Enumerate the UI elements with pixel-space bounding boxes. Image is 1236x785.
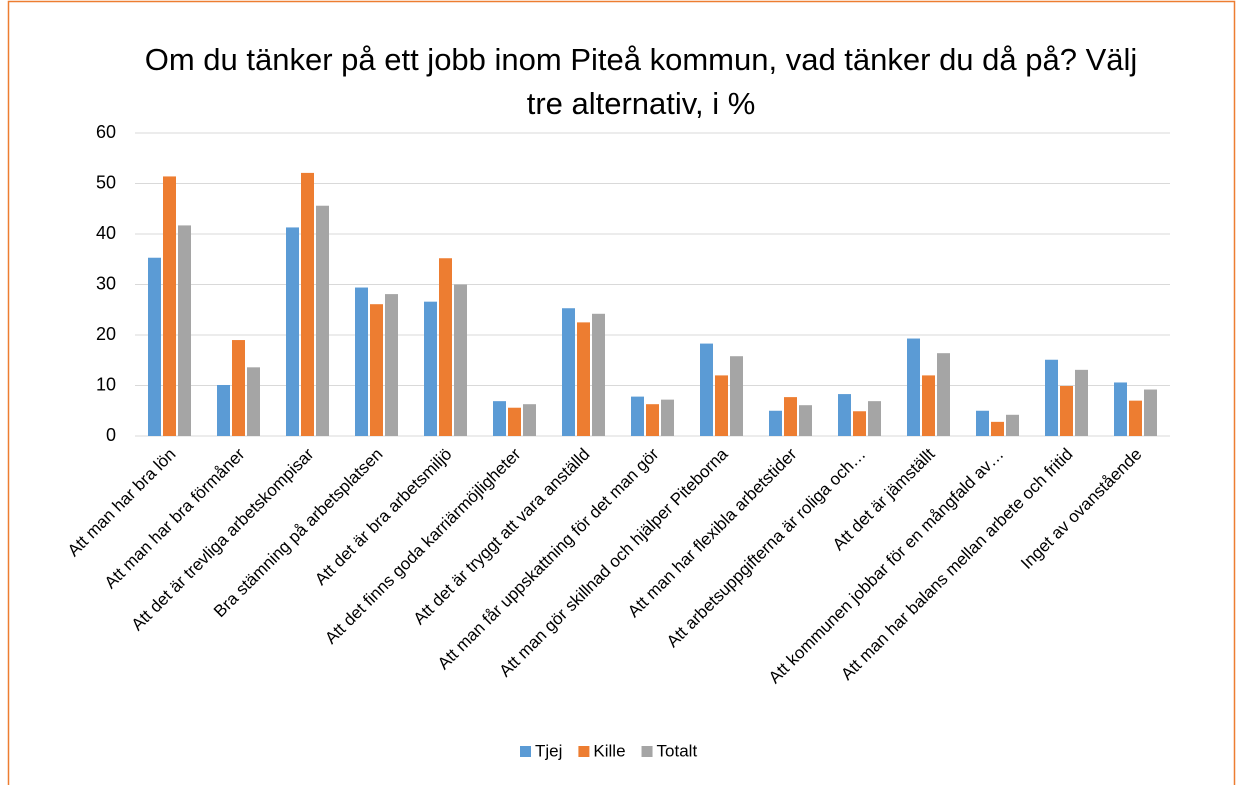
bar (838, 394, 851, 436)
bar (217, 384, 230, 436)
bar (247, 367, 260, 436)
bar (370, 304, 383, 436)
bar (592, 313, 605, 436)
legend-swatch (520, 746, 531, 757)
bar (1114, 382, 1127, 436)
bar (922, 375, 935, 436)
bar (937, 353, 950, 436)
bar (232, 340, 245, 436)
bar (769, 410, 782, 436)
y-tick-label: 30 (96, 273, 116, 293)
bar (493, 401, 506, 436)
y-tick-label: 0 (106, 425, 116, 445)
y-tick-label: 50 (96, 172, 116, 192)
bar (508, 407, 521, 436)
bar (523, 404, 536, 436)
bar (163, 176, 176, 436)
bar (631, 396, 644, 436)
bar (1144, 389, 1157, 436)
x-tick-label: Att man har bra förmåner (101, 444, 249, 592)
bar (385, 294, 398, 436)
bar (907, 338, 920, 436)
legend-label: Kille (593, 741, 625, 760)
bar (316, 205, 329, 436)
legend-swatch (641, 746, 653, 757)
bar (355, 287, 368, 436)
bar (646, 404, 659, 436)
legend-label: Totalt (657, 741, 698, 760)
bar (784, 397, 797, 436)
bar (1006, 414, 1019, 436)
bar (286, 227, 299, 436)
bar (799, 405, 812, 436)
x-tick-label: Att det är bra arbetsmiljö (311, 445, 455, 589)
bar (853, 411, 866, 436)
bar (439, 258, 452, 436)
bar (1129, 400, 1142, 436)
bar (661, 399, 674, 436)
bar (715, 375, 728, 436)
bar (976, 410, 989, 436)
bar (700, 343, 713, 436)
bar (424, 301, 437, 436)
y-tick-label: 40 (96, 223, 116, 243)
x-tick-label: Att kommunen jobbar för en mångfald av… (765, 445, 1008, 688)
legend-label: Tjej (535, 741, 562, 760)
bar (148, 257, 161, 436)
y-tick-label: 20 (96, 324, 116, 344)
bar (178, 225, 191, 436)
legend-swatch (578, 746, 590, 757)
bar (454, 284, 467, 436)
chart-title: Om du tänker på ett jobb inom Piteå komm… (144, 42, 1138, 121)
bar (562, 308, 575, 436)
bar (991, 421, 1004, 436)
bar (301, 172, 314, 436)
bar (1075, 369, 1088, 436)
bar (1045, 359, 1058, 436)
x-tick-label: Inget av ovanstående (1017, 445, 1145, 573)
bar (577, 322, 590, 436)
bar (1060, 386, 1073, 436)
bar (730, 356, 743, 436)
chart-border (7, 0, 1236, 785)
y-tick-label: 10 (96, 374, 116, 394)
y-tick-label: 60 (96, 122, 116, 142)
bar (868, 401, 881, 436)
